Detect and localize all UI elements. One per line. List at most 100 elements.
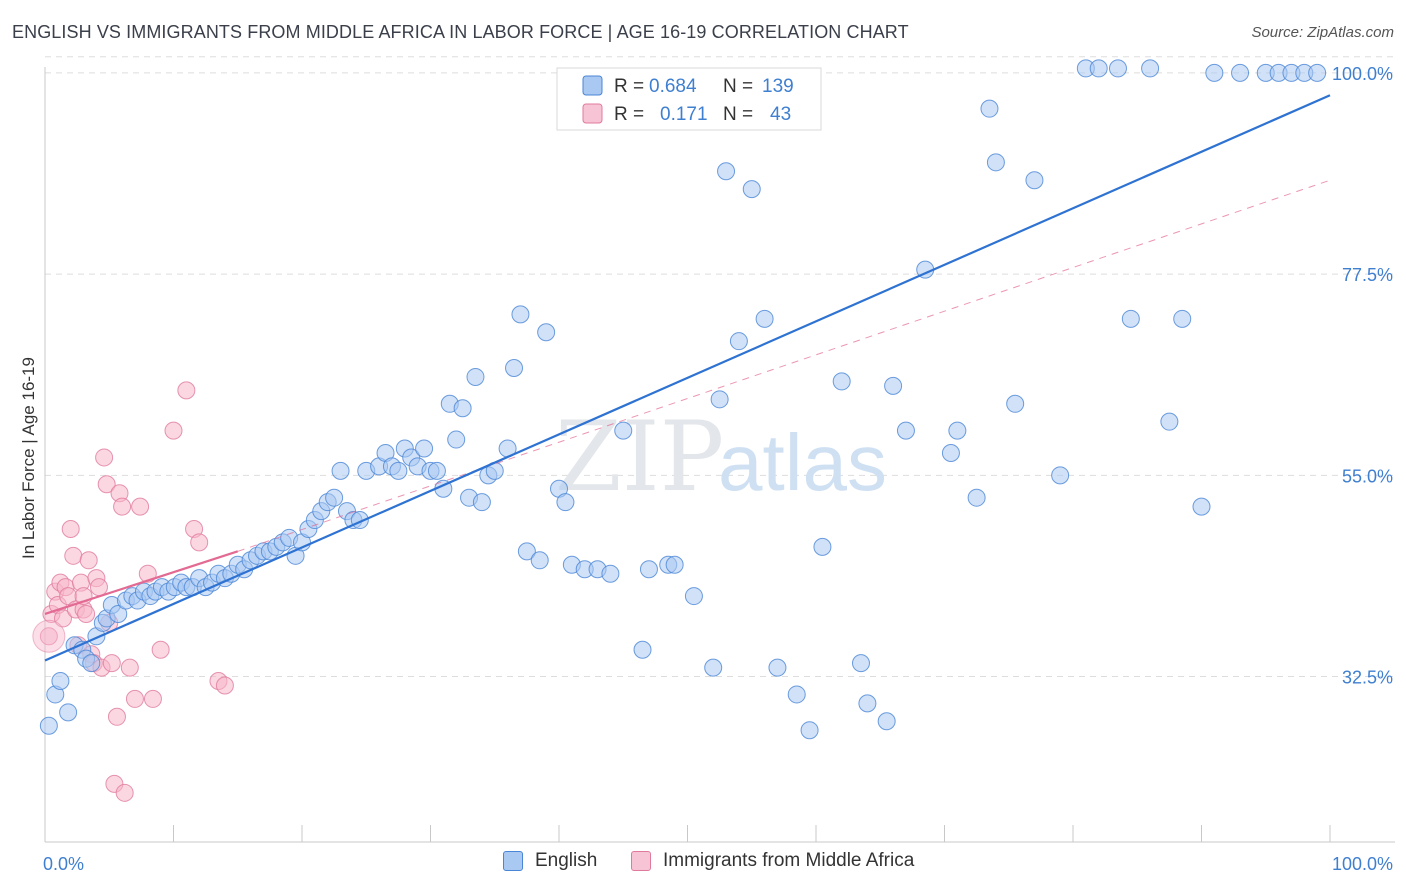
english-point — [389, 461, 408, 480]
english-point — [1108, 59, 1127, 78]
immigrants-point — [95, 448, 114, 467]
immigrants-point — [115, 783, 134, 802]
grid-lines — [45, 56, 1395, 678]
english-point — [1231, 63, 1250, 82]
axes — [44, 67, 1395, 843]
english-point — [941, 443, 960, 462]
english-point — [787, 685, 806, 704]
english-points — [39, 59, 1327, 740]
english-point — [684, 587, 703, 606]
english-point — [967, 488, 986, 507]
watermark-zip: ZIP — [555, 401, 724, 513]
y-tick-labels: 32.5% 55.0% 77.5% 100.0% — [1332, 64, 1393, 688]
source-credit: Source: ZipAtlas.com — [1251, 24, 1394, 41]
watermark: ZIP atlas — [555, 401, 887, 513]
english-point — [51, 672, 70, 691]
immigrants-point — [97, 475, 116, 494]
english-point — [877, 712, 896, 731]
english-point — [980, 99, 999, 118]
english-n-value: 139 — [762, 76, 794, 97]
english-trend-line — [44, 94, 1331, 662]
immigrants-point — [151, 640, 170, 659]
x-tick-label-min: 0.0% — [43, 854, 84, 874]
english-point — [447, 430, 466, 449]
english-point — [768, 658, 787, 677]
english-point — [832, 372, 851, 391]
chart-title: ENGLISH VS IMMIGRANTS FROM MIDDLE AFRICA… — [12, 22, 909, 42]
english-point — [729, 332, 748, 351]
legend-immigrants-swatch — [631, 851, 651, 871]
x-tick-label-max: 100.0% — [1332, 854, 1393, 874]
immigrants-trend-line — [44, 550, 239, 615]
immigrants-point — [120, 658, 139, 677]
immigrants-point — [107, 707, 126, 726]
immigrants-point — [53, 609, 72, 628]
english-point — [82, 654, 101, 673]
legend-immigrants-label: Immigrants from Middle Africa — [663, 850, 915, 871]
english-point — [530, 551, 549, 570]
immigrants-point — [102, 654, 121, 673]
immigrants-point — [177, 381, 196, 400]
immigrants-points — [32, 381, 234, 802]
english-point — [331, 461, 350, 480]
english-point — [633, 640, 652, 659]
immigrants-point — [138, 564, 157, 583]
watermark-atlas: atlas — [718, 418, 887, 507]
english-point — [1121, 309, 1140, 328]
bottom-legend: English Immigrants from Middle Africa — [0, 850, 1406, 880]
english-point — [427, 461, 446, 480]
english-point — [710, 390, 729, 409]
english-point — [325, 488, 344, 507]
y-tick-label: 100.0% — [1332, 64, 1393, 84]
english-r-label: R = — [614, 76, 644, 97]
english-point — [601, 564, 620, 583]
immigrants-point — [39, 627, 58, 646]
immigrants-point — [131, 497, 150, 516]
immigrants-point-large — [32, 619, 66, 653]
english-point — [1308, 63, 1327, 82]
x-tick-labels: 0.0% 100.0% — [43, 854, 1393, 874]
immigrants-trend-extension — [237, 179, 1331, 552]
english-point — [59, 703, 78, 722]
english-point — [556, 493, 575, 512]
english-point — [1141, 59, 1160, 78]
english-point — [1160, 412, 1179, 431]
y-tick-label: 32.5% — [1342, 668, 1393, 688]
english-point — [813, 537, 832, 556]
english-point — [1025, 171, 1044, 190]
english-point — [415, 439, 434, 458]
english-point — [517, 542, 536, 561]
english-point — [1089, 59, 1108, 78]
immig-swatch — [582, 103, 603, 124]
english-point — [1006, 394, 1025, 413]
english-point — [755, 309, 774, 328]
english-n-label: N = — [723, 76, 753, 97]
immigrants-point — [113, 497, 132, 516]
y-axis-label: In Labor Force | Age 16-19 — [19, 357, 38, 559]
english-point — [665, 555, 684, 574]
english-point — [614, 421, 633, 440]
english-point — [505, 359, 524, 378]
immigrants-point — [64, 546, 83, 565]
trend-lines — [44, 94, 1331, 662]
immig-r-value: 0.171 — [660, 104, 708, 125]
legend-english-label: English — [535, 850, 598, 871]
english-point — [511, 305, 530, 324]
english-point — [884, 376, 903, 395]
english-point — [1205, 63, 1224, 82]
legend-item-immigrants: Immigrants from Middle Africa — [631, 850, 914, 872]
english-point — [851, 654, 870, 673]
y-tick-label: 55.0% — [1342, 466, 1393, 486]
immigrants-point — [61, 519, 80, 538]
english-point — [466, 367, 485, 386]
english-point — [986, 153, 1005, 172]
english-point — [800, 721, 819, 740]
english-point — [1192, 497, 1211, 516]
immigrants-point — [164, 421, 183, 440]
immigrants-point — [89, 578, 108, 597]
english-point — [948, 421, 967, 440]
immig-n-value: 43 — [770, 104, 791, 125]
english-r-value: 0.684 — [649, 76, 697, 97]
y-tick-label: 77.5% — [1342, 265, 1393, 285]
